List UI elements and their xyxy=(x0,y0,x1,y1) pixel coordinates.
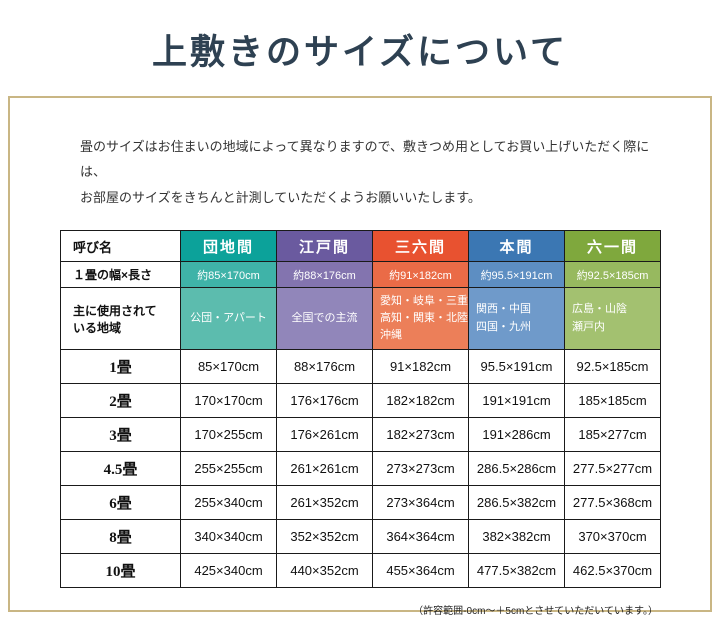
size-value-cell: 261×261cm xyxy=(276,451,373,487)
region-label-line-1: 主に使用されて xyxy=(73,303,157,318)
size-table-wrap: 呼び名 団地間 江戸間 三六間 本間 六一間 １畳の幅×長さ 約85×170cm 約88×… xyxy=(60,230,661,589)
tatami-size-cell-0: 約85×170cm xyxy=(180,261,277,289)
region-label-line-2: いる地域 xyxy=(73,320,122,335)
intro-text: 畳のサイズはお住まいの地域によって異なりますので、敷きつめ用としてお買い上げいた… xyxy=(80,134,670,210)
page-title: 上敷きのサイズについて xyxy=(152,33,568,72)
size-value-cell: 182×273cm xyxy=(372,417,469,453)
size-value-cell: 182×182cm xyxy=(372,383,469,419)
size-value-cell: 286.5×286cm xyxy=(468,451,565,487)
size-value-cell: 425×340cm xyxy=(180,553,277,589)
table-row: 4.5畳 255×255cm 261×261cm 273×273cm 286.5×286… xyxy=(60,451,661,487)
size-value-cell: 273×364cm xyxy=(372,485,469,521)
size-value-cell: 255×340cm xyxy=(180,485,277,521)
size-value-cell: 477.5×382cm xyxy=(468,553,565,589)
size-value-cell: 95.5×191cm xyxy=(468,349,565,385)
size-value-cell: 340×340cm xyxy=(180,519,277,555)
region-line: 瀬戸内 xyxy=(572,320,605,333)
size-value-cell: 185×185cm xyxy=(564,383,661,419)
region-line: 四国・九州 xyxy=(476,320,531,333)
column-header-0: 団地間 xyxy=(180,230,277,263)
size-value-cell: 176×261cm xyxy=(276,417,373,453)
intro-line-1: 畳のサイズはお住まいの地域によって異なりますので、敷きつめ用としてお買い上げいた… xyxy=(80,139,650,180)
width-length-label: １畳の幅×長さ xyxy=(60,261,181,289)
size-value-cell: 191×286cm xyxy=(468,417,565,453)
size-value-cell: 440×352cm xyxy=(276,553,373,589)
region-cell-3: 関西・中国四国・九州 xyxy=(468,287,565,351)
table-head-row: 呼び名 団地間 江戸間 三六間 本間 六一間 xyxy=(60,230,661,263)
region-cell-1: 全国での主流 xyxy=(276,287,373,351)
table-region-row: 主に使用されて いる地域 公団・アパート 全国での主流 愛知・岐阜・三重 高知・関東・… xyxy=(60,287,661,351)
size-table-body: 呼び名 団地間 江戸間 三六間 本間 六一間 １畳の幅×長さ 約85×170cm 約88×… xyxy=(60,230,661,589)
column-header-2: 三六間 xyxy=(372,230,469,263)
row-label: 8畳 xyxy=(60,519,181,555)
region-cell-0: 公団・アパート xyxy=(180,287,277,351)
size-value-cell: 286.5×382cm xyxy=(468,485,565,521)
size-value-cell: 352×352cm xyxy=(276,519,373,555)
size-value-cell: 176×176cm xyxy=(276,383,373,419)
table-row: 3畳 170×255cm 176×261cm 182×273cm 191×286cm 18… xyxy=(60,417,661,453)
region-line: 愛知・岐阜・三重 xyxy=(380,294,468,307)
size-value-cell: 191×191cm xyxy=(468,383,565,419)
region-cell-2: 愛知・岐阜・三重 高知・関東・北陸 沖縄 xyxy=(372,287,469,351)
size-value-cell: 370×370cm xyxy=(564,519,661,555)
size-value-cell: 462.5×370cm xyxy=(564,553,661,589)
row-label: 1畳 xyxy=(60,349,181,385)
size-value-cell: 364×364cm xyxy=(372,519,469,555)
table-size-row: １畳の幅×長さ 約85×170cm 約88×176cm 約91×182cm 約95.5… xyxy=(60,261,661,289)
size-value-cell: 277.5×277cm xyxy=(564,451,661,487)
size-value-cell: 455×364cm xyxy=(372,553,469,589)
region-line: 広島・山陰 xyxy=(572,303,627,316)
table-row: 1畳 85×170cm 88×176cm 91×182cm 95.5×191cm 92.5… xyxy=(60,349,661,385)
tatami-size-cell-2: 約91×182cm xyxy=(372,261,469,289)
row-label: 3畳 xyxy=(60,417,181,453)
size-value-cell: 382×382cm xyxy=(468,519,565,555)
region-label: 主に使用されて いる地域 xyxy=(60,287,181,351)
size-value-cell: 91×182cm xyxy=(372,349,469,385)
size-value-cell: 185×277cm xyxy=(564,417,661,453)
region-line: 公団・アパート xyxy=(190,312,267,324)
intro-line-2: お部屋のサイズをきちんと計測していただくようお願いいたします。 xyxy=(80,189,481,205)
tatami-size-cell-3: 約95.5×191cm xyxy=(468,261,565,289)
row-label: 2畳 xyxy=(60,383,181,419)
size-value-cell: 261×352cm xyxy=(276,485,373,521)
size-value-cell: 85×170cm xyxy=(180,349,277,385)
size-table: 呼び名 団地間 江戸間 三六間 本間 六一間 １畳の幅×長さ 約85×170cm 約88×… xyxy=(60,230,661,589)
size-value-cell: 170×255cm xyxy=(180,417,277,453)
table-row: 10畳 425×340cm 440×352cm 455×364cm 477.5×382c… xyxy=(60,553,661,589)
size-value-cell: 277.5×368cm xyxy=(564,485,661,521)
column-header-1: 江戸間 xyxy=(276,230,373,263)
region-line: 高知・関東・北陸 xyxy=(380,312,468,324)
size-value-cell: 255×255cm xyxy=(180,451,277,487)
region-cell-4: 広島・山陰 瀬戸内 xyxy=(564,287,661,351)
table-row: 6畳 255×340cm 261×352cm 273×364cm 286.5×382cm… xyxy=(60,485,661,521)
column-header-3: 本間 xyxy=(468,230,565,263)
content-frame: 畳のサイズはお住まいの地域によって異なりますので、敷きつめ用としてお買い上げいた… xyxy=(8,96,712,617)
row-label: 10畳 xyxy=(60,553,181,589)
size-value-cell: 170×170cm xyxy=(180,383,277,419)
size-value-cell: 88×176cm xyxy=(276,349,373,385)
tolerance-note: （許容範囲-0cm～＋5cmとさせていただいています。） xyxy=(413,606,658,618)
size-value-cell: 273×273cm xyxy=(372,451,469,487)
column-header-4: 六一間 xyxy=(564,230,661,263)
row-label: 6畳 xyxy=(60,485,181,521)
region-line: 全国での主流 xyxy=(291,312,358,324)
table-row: 8畳 340×340cm 352×352cm 364×364cm 382×382cm 37… xyxy=(60,519,661,555)
table-row: 2畳 170×170cm 176×176cm 182×182cm 191×191cm 18… xyxy=(60,383,661,419)
region-line: 関西・中国 xyxy=(476,303,531,316)
size-value-cell: 92.5×185cm xyxy=(564,349,661,385)
corner-label: 呼び名 xyxy=(60,230,181,263)
region-line: 沖縄 xyxy=(380,329,402,342)
tatami-size-cell-4: 約92.5×185cm xyxy=(564,261,661,289)
row-label: 4.5畳 xyxy=(60,451,181,487)
tatami-size-cell-1: 約88×176cm xyxy=(276,261,373,289)
